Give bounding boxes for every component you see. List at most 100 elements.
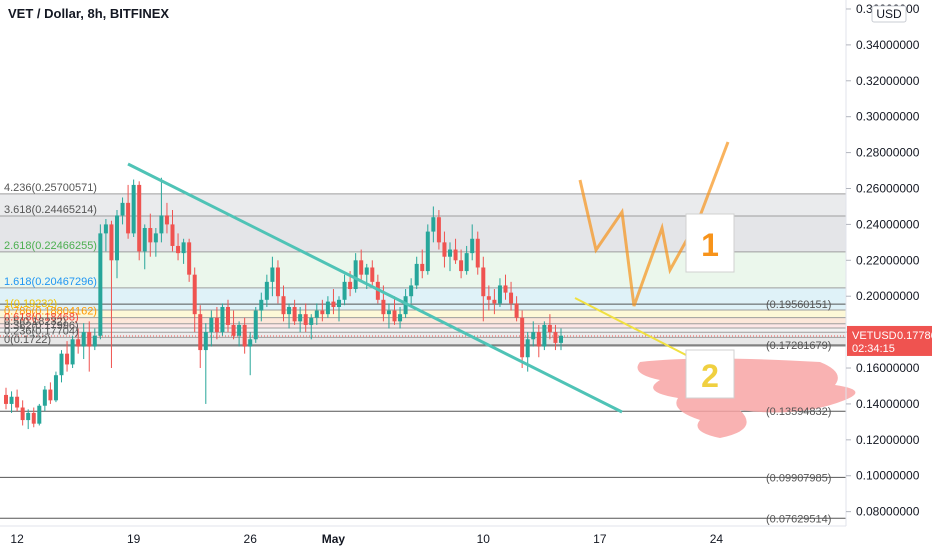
badge-countdown: 02:34:15 bbox=[852, 343, 895, 355]
candle-body bbox=[525, 339, 530, 358]
candle-body bbox=[226, 306, 230, 325]
label-box-1 bbox=[685, 213, 735, 273]
candle-body bbox=[486, 296, 491, 300]
current-price-badge: VETUSD 0.17786000 02:34:15 bbox=[847, 325, 932, 356]
candle-body bbox=[314, 310, 319, 318]
candle-body bbox=[531, 332, 536, 340]
level-labels: (0.19560151) (0.17281679) (0.13594832) (0.0… bbox=[766, 299, 831, 525]
candle-body bbox=[115, 215, 119, 261]
candle-body bbox=[37, 405, 42, 424]
candle-body bbox=[126, 202, 131, 234]
price-tick-label: 0.32000000 bbox=[856, 74, 920, 88]
candle-body bbox=[409, 285, 414, 297]
axis-unit-label: USD bbox=[876, 7, 902, 21]
price-tick-label: 0.14000000 bbox=[856, 397, 920, 411]
candle-body bbox=[170, 224, 175, 246]
level-label: (0.07629514) bbox=[766, 513, 831, 525]
candle-body bbox=[176, 245, 181, 254]
candle-body bbox=[453, 249, 458, 261]
time-tick-label: 24 bbox=[710, 532, 724, 546]
fib-zone bbox=[0, 317, 846, 324]
candle-body bbox=[231, 324, 236, 336]
candle-body bbox=[514, 303, 519, 318]
fib-label: 1(0.19232) bbox=[4, 298, 57, 310]
candle-body bbox=[87, 332, 92, 347]
candle-body bbox=[414, 263, 419, 286]
candle-body bbox=[120, 202, 125, 216]
candle-body bbox=[520, 317, 525, 358]
fib-label: 3.618(0.24465214) bbox=[4, 204, 97, 216]
fib-label: 0.5(0.18232) bbox=[4, 316, 66, 328]
badge-symbol: VETUSD bbox=[852, 330, 897, 342]
candle-body bbox=[381, 299, 386, 315]
candle-body bbox=[214, 317, 219, 333]
price-tick-label: 0.12000000 bbox=[856, 433, 920, 447]
short-support-line bbox=[574, 297, 687, 356]
price-tick-label: 0.22000000 bbox=[856, 253, 920, 267]
candle-body bbox=[26, 412, 31, 421]
candle-body bbox=[403, 296, 408, 315]
candle-body bbox=[187, 242, 192, 275]
candle-body bbox=[292, 306, 297, 322]
fib-label: 0.618(0.18468) bbox=[4, 312, 79, 324]
candle-body bbox=[76, 339, 81, 347]
fib-zone bbox=[0, 287, 846, 310]
candle-body bbox=[31, 412, 36, 424]
candle-body bbox=[48, 389, 53, 401]
annotation-label-1: 1 bbox=[701, 227, 719, 263]
drawings: 1 2 bbox=[127, 141, 856, 438]
candle-body bbox=[392, 310, 397, 322]
candle-body bbox=[131, 184, 136, 234]
fib-label: 1.618(0.20467296) bbox=[4, 276, 97, 288]
candle-body bbox=[9, 396, 14, 404]
candle-body bbox=[164, 215, 169, 225]
candle-body bbox=[103, 224, 108, 234]
candle-body bbox=[270, 267, 275, 282]
candle-body bbox=[309, 317, 314, 325]
candle-body bbox=[264, 281, 269, 300]
candle-body bbox=[148, 227, 153, 243]
time-axis[interactable]: 12 19 26 May 10 17 24 bbox=[10, 532, 723, 546]
fib-label: 4.236(0.25700571) bbox=[4, 182, 97, 194]
fib-label: 0(0.1722) bbox=[4, 334, 51, 346]
candle-body bbox=[553, 332, 558, 343]
label-box-2 bbox=[685, 349, 735, 399]
candle-body bbox=[348, 281, 353, 290]
price-tick-label: 0.26000000 bbox=[856, 181, 920, 195]
candle-body bbox=[92, 335, 97, 347]
candle-body bbox=[298, 314, 303, 322]
candle-body bbox=[275, 267, 280, 297]
candle-body bbox=[98, 233, 103, 336]
candle-body bbox=[542, 324, 547, 347]
candle-body bbox=[337, 299, 341, 307]
candle-body bbox=[153, 233, 158, 243]
price-tick-label: 0.28000000 bbox=[856, 146, 920, 160]
time-tick-label: 17 bbox=[593, 532, 607, 546]
candle-body bbox=[481, 267, 486, 297]
price-tick-label: 0.30000000 bbox=[856, 110, 920, 124]
axis-unit-box[interactable] bbox=[871, 5, 907, 23]
fib-zone bbox=[0, 337, 846, 347]
candle-body bbox=[181, 242, 186, 254]
candle-body bbox=[192, 274, 197, 315]
candle-body bbox=[509, 292, 514, 304]
candle-body bbox=[425, 231, 430, 272]
candle-body bbox=[53, 375, 58, 401]
fib-zone bbox=[0, 193, 846, 217]
fib-label: 0.382(0.17996) bbox=[4, 320, 79, 332]
candle-body bbox=[70, 339, 75, 365]
candle-body bbox=[448, 249, 452, 257]
candle-body bbox=[436, 217, 441, 243]
candles bbox=[4, 177, 563, 430]
candle-body bbox=[142, 227, 147, 252]
candle-body bbox=[503, 285, 508, 293]
candle-body bbox=[4, 394, 8, 404]
candle-body bbox=[442, 242, 447, 257]
price-tick-label: 0.08000000 bbox=[856, 505, 920, 519]
time-tick-label: 26 bbox=[244, 532, 258, 546]
candle-body bbox=[209, 317, 214, 333]
price-axis[interactable]: 0.360000000.340000000.320000000.30000000… bbox=[846, 2, 920, 519]
candle-body bbox=[281, 296, 286, 315]
level-label: (0.19560151) bbox=[766, 299, 831, 311]
